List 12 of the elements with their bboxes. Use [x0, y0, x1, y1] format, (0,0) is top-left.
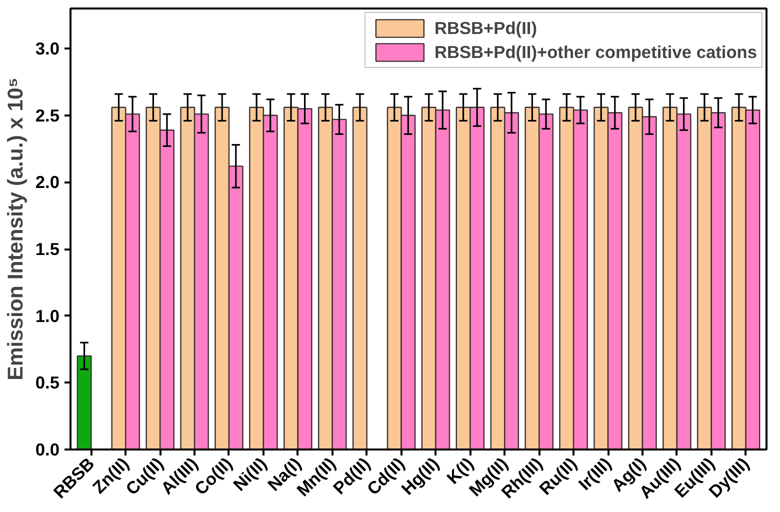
legend-label: RBSB+Pd(II): [434, 18, 537, 38]
bar: [352, 106, 368, 450]
y-tick-label: 2.5: [35, 105, 60, 126]
y-tick-label: 2.0: [35, 172, 60, 192]
y-axis-title: Emission Intensity (a.u.) x 10⁵: [3, 78, 28, 380]
y-tick-label: 0.5: [35, 372, 60, 393]
bar: [76, 355, 92, 450]
y-tick-label: 1.0: [35, 306, 60, 326]
y-tick-label: 1.5: [35, 239, 60, 260]
legend-label: RBSB+Pd(II)+other competitive cations: [434, 42, 757, 62]
y-tick-label: 0.0: [35, 440, 60, 460]
y-tick-label: 3.0: [35, 38, 60, 59]
